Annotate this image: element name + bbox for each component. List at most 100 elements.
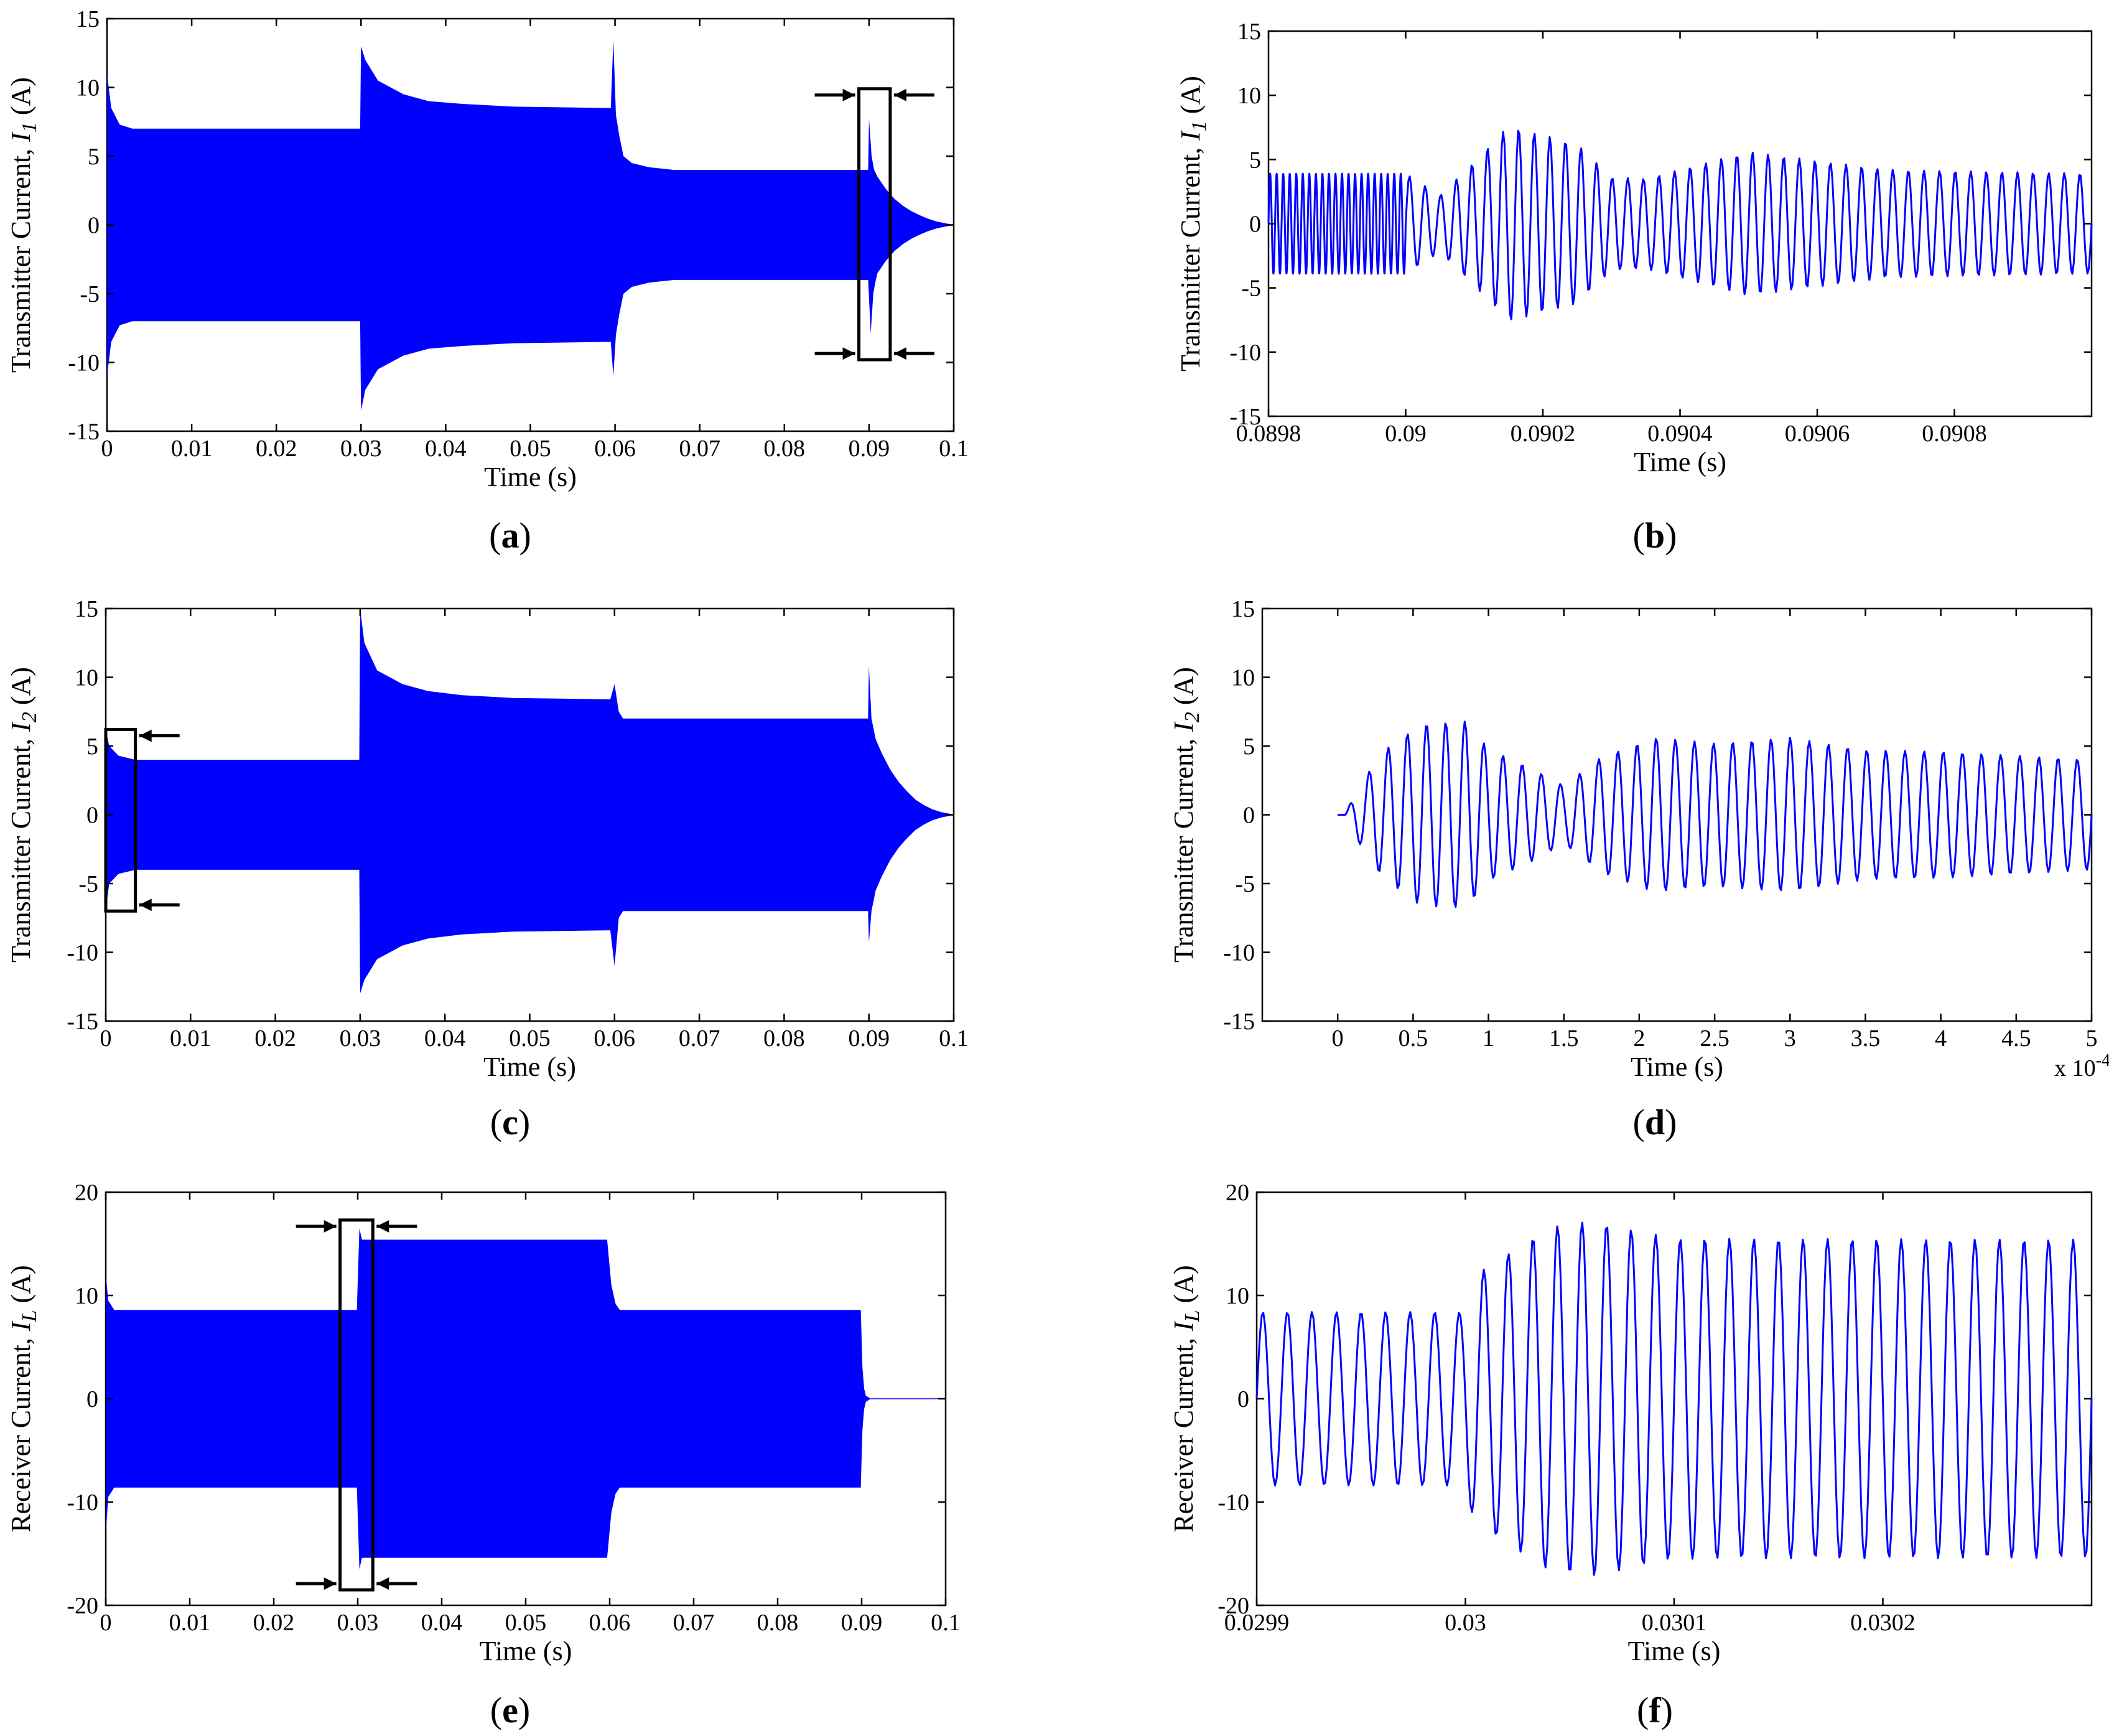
y-tick-label: -5 — [78, 871, 98, 897]
y-tick-label: 10 — [1226, 1283, 1249, 1309]
panel-label: (f) — [1637, 1690, 1673, 1730]
panel-label-open: ( — [1637, 1690, 1649, 1730]
y-axis-label-unit: (A) — [1168, 1265, 1199, 1310]
x-tick-label: 0.03 — [1445, 1610, 1486, 1636]
y-axis-label-text: Receiver Current, — [6, 1331, 36, 1533]
y-tick-label: -15 — [67, 1009, 98, 1035]
x-tick-label: 0.09 — [841, 1610, 883, 1636]
axis-ticks: 0.0299 0.03 0.0301 0.0302 -20 -10 0 10 20 — [1217, 1180, 2092, 1636]
x-tick-label: 0.09 — [848, 1025, 890, 1052]
y-axis-label-unit: (A) — [1175, 76, 1206, 121]
panel-label: (c) — [490, 1102, 530, 1142]
y-tick-label: 20 — [75, 1180, 98, 1206]
signal-envelope — [106, 1228, 946, 1569]
y-axis-label-variable: I — [1168, 721, 1199, 732]
x-tick-label: 0.0301 — [1642, 1610, 1707, 1636]
zoom-box — [104, 727, 137, 913]
y-tick-label: -5 — [1241, 276, 1261, 302]
x-tick-label: 0.08 — [763, 1025, 805, 1052]
y-axis-label: Transmitter Current, I2 (A) — [6, 667, 41, 963]
x-tick-label: 0.02 — [253, 1610, 295, 1636]
y-axis-label-text: Transmitter Current, — [1175, 141, 1206, 371]
y-axis-label: Receiver Current, IL (A) — [1168, 1265, 1204, 1532]
zoom-arrow-right-top-head — [139, 729, 152, 742]
y-tick-label: 5 — [1249, 147, 1261, 173]
panel-label: (b) — [1633, 515, 1677, 556]
panel-e: 0 0.01 0.02 0.03 0.04 0.05 0.06 0.07 0.08 0.09 0.1… — [6, 1180, 961, 1730]
x-tick-label: 0 — [1332, 1025, 1344, 1052]
x-tick-label: 0.0908 — [1922, 421, 1987, 447]
zoom-arrow-right-top-head — [893, 88, 906, 101]
panel-label-letter: b — [1645, 515, 1665, 556]
signal-waveform — [1255, 1221, 2093, 1576]
y-tick-label: -10 — [67, 1490, 98, 1516]
x-tick-label: 0.1 — [939, 436, 969, 462]
y-axis-label-text: Transmitter Current, — [1168, 732, 1199, 963]
x-tick-label: 0.05 — [509, 1025, 551, 1052]
panel-label-close: ) — [518, 1102, 530, 1142]
axis-ticks: 0 0.01 0.02 0.03 0.04 0.05 0.06 0.07 0.08 0.09 0.1… — [67, 1180, 960, 1636]
zoom-arrow-right-bottom-head — [139, 898, 152, 912]
x-tick-label: 4 — [1935, 1025, 1947, 1052]
x-tick-label: 0.07 — [679, 436, 720, 462]
y-axis-label-subscript: L — [1181, 1310, 1204, 1322]
x-tick-label: 0.01 — [171, 436, 213, 462]
signal-envelope — [107, 39, 954, 411]
x-tick-label: 0.06 — [589, 1610, 631, 1636]
zoom-arrow-right-bottom-head — [376, 1577, 389, 1590]
y-tick-label: 5 — [88, 144, 100, 170]
axis-ticks: 0 0.01 0.02 0.03 0.04 0.05 0.06 0.07 0.08 0.09 0.1… — [68, 6, 968, 462]
x-tick-label: 4.5 — [2001, 1025, 2031, 1052]
x-tick-label: 1 — [1483, 1025, 1494, 1052]
x-tick-label: 0.1 — [931, 1610, 961, 1636]
y-tick-label: -20 — [67, 1593, 98, 1619]
x-axis-multiplier-base: x 10 — [2054, 1055, 2096, 1081]
x-tick-label: 0.0898 — [1236, 421, 1301, 447]
x-tick-label: 0.04 — [421, 1610, 463, 1636]
y-tick-label: -10 — [67, 940, 98, 966]
data-series — [1255, 1221, 2093, 1576]
y-axis-label-subscript: 1 — [18, 122, 41, 133]
x-tick-label: 0.01 — [170, 1025, 212, 1052]
x-tick-label: 0.09 — [1385, 421, 1427, 447]
zoom-arrow-left-bottom-head — [324, 1577, 337, 1590]
y-tick-label: 20 — [1226, 1180, 1249, 1206]
x-tick-label: 0.0302 — [1850, 1610, 1916, 1636]
x-tick-label: 0 — [100, 1025, 112, 1052]
y-tick-label: 0 — [88, 213, 100, 239]
y-tick-label: 0 — [1249, 212, 1261, 238]
zoom-arrow-right-bottom-head — [893, 347, 906, 360]
y-tick-label: 10 — [76, 75, 100, 101]
panel-label-open: ( — [1633, 1102, 1645, 1142]
data-series — [1267, 129, 2093, 320]
x-tick-label: 0.04 — [425, 436, 467, 462]
x-tick-label: 0.02 — [254, 1025, 296, 1052]
x-axis-label: Time (s) — [480, 1636, 572, 1666]
y-axis-label-unit: (A) — [6, 77, 36, 122]
panel-f: 0.0299 0.03 0.0301 0.0302 -20 -10 0 10 20 Time (s… — [1168, 1180, 2093, 1730]
y-axis-label-variable: I — [6, 721, 36, 732]
x-tick-label: 0.09 — [849, 436, 890, 462]
y-axis-label: Transmitter Current, I1 (A) — [1175, 76, 1211, 371]
y-axis-label-variable: I — [1168, 1320, 1199, 1332]
panel-label-letter: c — [502, 1102, 518, 1142]
x-tick-label: 2 — [1633, 1025, 1645, 1052]
x-tick-label: 3 — [1784, 1025, 1796, 1052]
signal-waveform — [1336, 721, 2093, 908]
panel-label-open: ( — [490, 1690, 502, 1730]
x-tick-label: 0.06 — [594, 1025, 636, 1052]
y-tick-label: -10 — [68, 350, 100, 376]
y-tick-label: -5 — [1235, 871, 1255, 897]
panel-label-close: ) — [1665, 1102, 1677, 1142]
y-tick-label: 5 — [86, 734, 98, 760]
zoom-indicator — [814, 87, 934, 362]
x-tick-label: 0.01 — [169, 1610, 211, 1636]
panel-label-close: ) — [519, 515, 531, 556]
data-series — [106, 609, 954, 994]
x-tick-label: 3.5 — [1851, 1025, 1881, 1052]
panel-label: (e) — [490, 1690, 530, 1730]
panel-label-close: ) — [518, 1690, 530, 1730]
x-tick-label: 0 — [101, 436, 113, 462]
y-tick-label: 0 — [1237, 1386, 1249, 1412]
x-tick-label: 0.04 — [424, 1025, 466, 1052]
